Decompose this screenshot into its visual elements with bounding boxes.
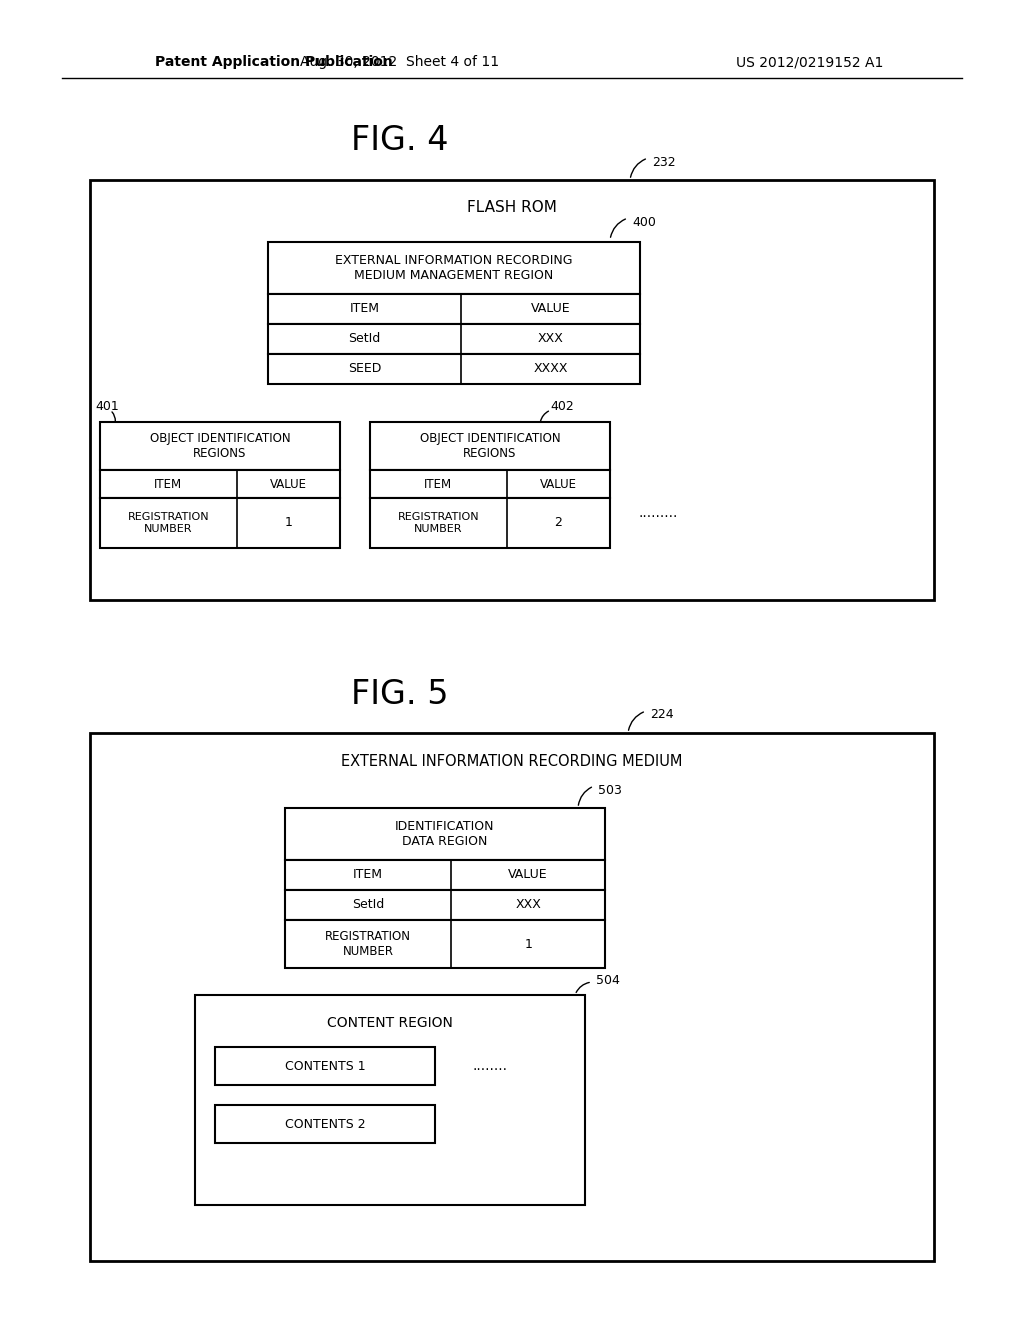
Text: ITEM: ITEM	[353, 869, 383, 882]
Text: FIG. 4: FIG. 4	[351, 124, 449, 157]
Text: XXX: XXX	[538, 333, 563, 346]
Text: VALUE: VALUE	[540, 478, 577, 491]
Text: 2: 2	[554, 516, 562, 529]
Bar	[285, 808, 605, 861]
Text: XXX: XXX	[515, 899, 541, 912]
Text: SEED: SEED	[348, 363, 381, 375]
Text: VALUE: VALUE	[530, 302, 570, 315]
Text: SetId: SetId	[348, 333, 381, 346]
Bar	[90, 180, 934, 601]
Text: ITEM: ITEM	[350, 302, 380, 315]
Text: Patent Application Publication: Patent Application Publication	[155, 55, 393, 69]
Text: XXXX: XXXX	[534, 363, 568, 375]
Text: ........: ........	[472, 1059, 508, 1073]
Text: SetId: SetId	[352, 899, 384, 912]
Text: VALUE: VALUE	[508, 869, 548, 882]
Text: REGISTRATION
NUMBER: REGISTRATION NUMBER	[128, 512, 209, 533]
Text: 1: 1	[524, 937, 532, 950]
Bar	[285, 861, 605, 890]
Bar	[285, 920, 605, 968]
Text: 224: 224	[650, 709, 674, 722]
Text: 504: 504	[596, 974, 620, 986]
Bar	[268, 242, 640, 294]
Text: 402: 402	[550, 400, 573, 412]
Text: US 2012/0219152 A1: US 2012/0219152 A1	[736, 55, 884, 69]
Text: IDENTIFICATION
DATA REGION: IDENTIFICATION DATA REGION	[395, 820, 495, 847]
Bar	[100, 470, 340, 498]
Text: 401: 401	[95, 400, 119, 412]
Text: CONTENTS 1: CONTENTS 1	[285, 1060, 366, 1072]
Text: EXTERNAL INFORMATION RECORDING MEDIUM: EXTERNAL INFORMATION RECORDING MEDIUM	[341, 754, 683, 768]
Text: .........: .........	[638, 506, 677, 520]
Bar	[100, 422, 340, 470]
Text: 232: 232	[652, 156, 676, 169]
Bar	[215, 1105, 435, 1143]
Bar	[268, 323, 640, 354]
Bar	[100, 498, 340, 548]
Text: 1: 1	[285, 516, 292, 529]
Text: FIG. 5: FIG. 5	[351, 678, 449, 711]
Text: 503: 503	[598, 784, 622, 796]
Text: ITEM: ITEM	[424, 478, 453, 491]
Bar	[268, 294, 640, 323]
Text: EXTERNAL INFORMATION RECORDING
MEDIUM MANAGEMENT REGION: EXTERNAL INFORMATION RECORDING MEDIUM MA…	[335, 253, 572, 282]
Text: Aug. 30, 2012  Sheet 4 of 11: Aug. 30, 2012 Sheet 4 of 11	[300, 55, 500, 69]
Bar	[370, 470, 610, 498]
Text: OBJECT IDENTIFICATION
REGIONS: OBJECT IDENTIFICATION REGIONS	[420, 432, 560, 459]
Bar	[215, 1047, 435, 1085]
Bar	[90, 733, 934, 1261]
Text: VALUE: VALUE	[270, 478, 307, 491]
Text: CONTENT REGION: CONTENT REGION	[327, 1016, 453, 1030]
Text: FLASH ROM: FLASH ROM	[467, 201, 557, 215]
Bar	[268, 354, 640, 384]
Text: 400: 400	[632, 215, 656, 228]
Text: CONTENTS 2: CONTENTS 2	[285, 1118, 366, 1130]
Text: REGISTRATION
NUMBER: REGISTRATION NUMBER	[326, 931, 412, 958]
Text: OBJECT IDENTIFICATION
REGIONS: OBJECT IDENTIFICATION REGIONS	[150, 432, 291, 459]
Text: REGISTRATION
NUMBER: REGISTRATION NUMBER	[397, 512, 479, 533]
Bar	[285, 890, 605, 920]
Bar	[370, 422, 610, 470]
Text: ITEM: ITEM	[155, 478, 182, 491]
Bar	[370, 498, 610, 548]
Bar	[195, 995, 585, 1205]
